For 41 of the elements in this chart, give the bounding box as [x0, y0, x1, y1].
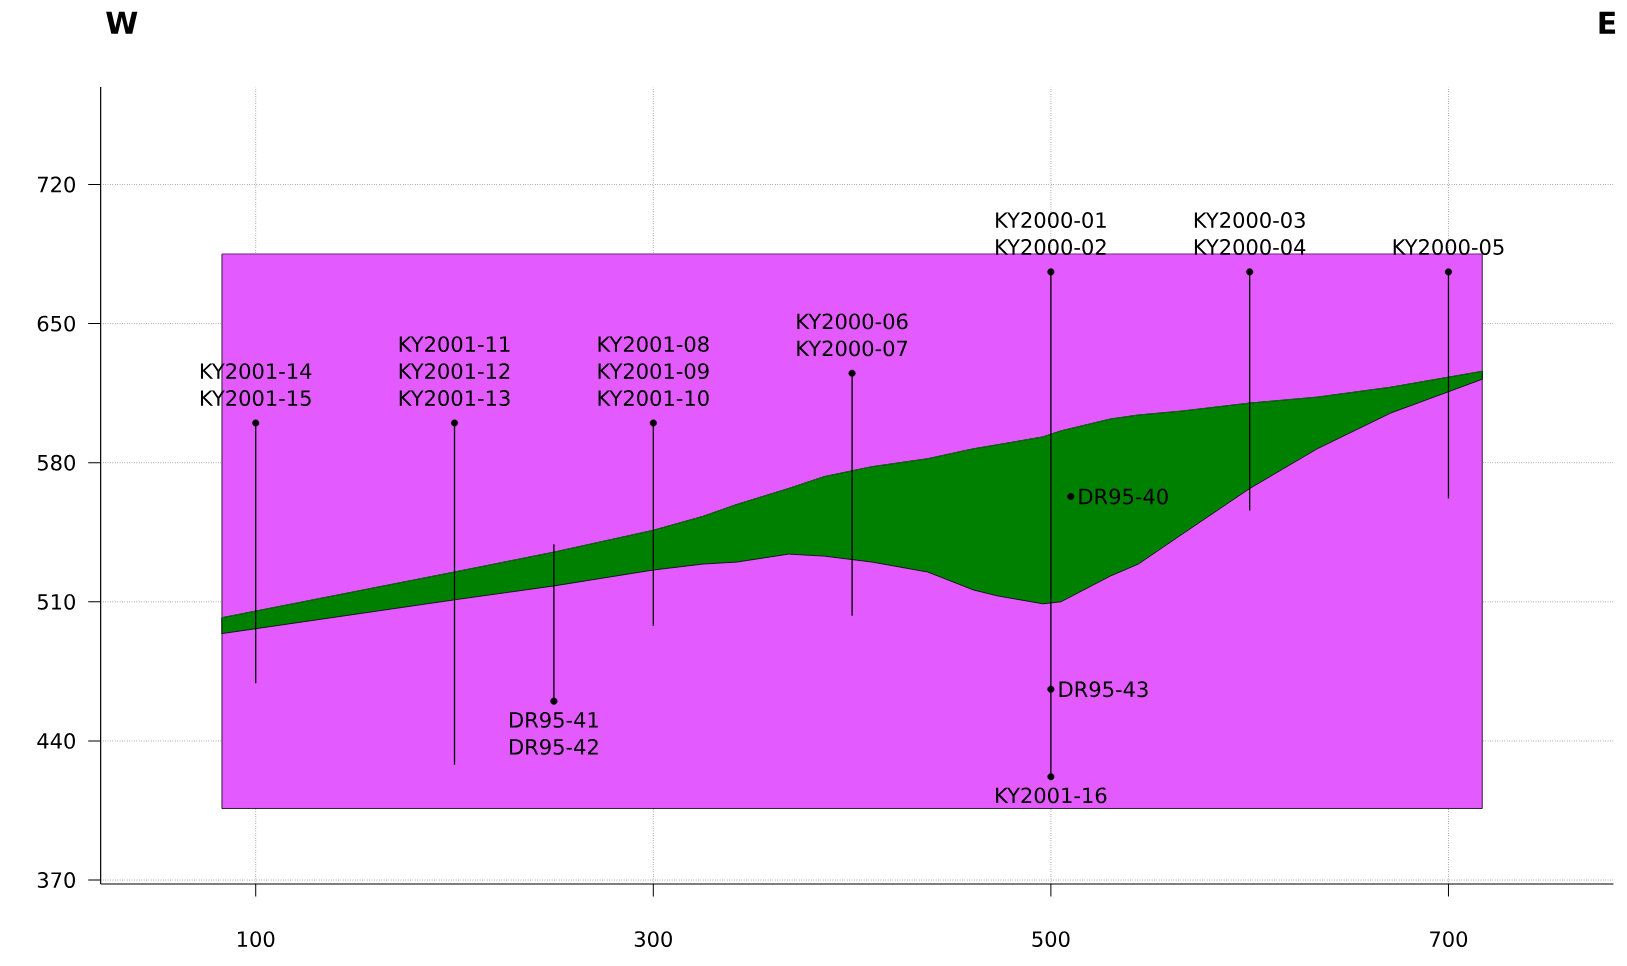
- annotation: DR95-43: [1059, 681, 1148, 698]
- x-tick-label: 500: [1032, 931, 1070, 948]
- y-tick-label: 510: [37, 593, 75, 610]
- point: [649, 419, 657, 427]
- annotation: KY2001-13: [399, 390, 510, 407]
- annotation: KY2000-01: [996, 212, 1106, 228]
- annotation: KY2001-11: [399, 336, 510, 353]
- annotation: KY2000-03: [1194, 212, 1305, 228]
- point: [1246, 268, 1254, 276]
- annotation: KY2001-08: [598, 336, 709, 353]
- y-tick-label: 720: [38, 176, 75, 193]
- point: [848, 369, 856, 377]
- y-tick-label: 370: [37, 872, 75, 888]
- annotation: DR95-40: [1079, 488, 1168, 505]
- point: [550, 697, 558, 705]
- point: [252, 419, 260, 427]
- annotation: KY2000-07: [797, 340, 908, 357]
- point: [1067, 492, 1075, 501]
- annotation: KY2000-06: [797, 313, 908, 330]
- annotation: KY2000-05: [1393, 239, 1504, 255]
- point: [450, 419, 459, 427]
- annotation: DR95-42: [510, 738, 598, 755]
- x-tick-label: 700: [1430, 931, 1468, 948]
- annotation: KY2001-09: [598, 363, 709, 380]
- annotation: KY2000-04: [1194, 239, 1306, 255]
- point: [1444, 268, 1452, 276]
- y-tick-label: 440: [37, 732, 75, 749]
- x-tick-label: 300: [634, 931, 672, 948]
- y-tick-label: 580: [37, 454, 75, 471]
- text: E: [1599, 11, 1616, 34]
- point: [1047, 773, 1055, 781]
- point: [1047, 685, 1055, 693]
- x-tick-label: 100: [237, 931, 275, 948]
- annotation: KY2000-02: [996, 239, 1106, 255]
- point: [1047, 268, 1055, 276]
- y-tick-label: 650: [37, 315, 75, 332]
- annotation: KY2001-16: [996, 787, 1107, 804]
- text: W: [106, 11, 138, 34]
- annotation: DR95-41: [510, 711, 598, 728]
- annotation: KY2001-10: [598, 390, 709, 407]
- annotation: KY2001-12: [399, 363, 510, 380]
